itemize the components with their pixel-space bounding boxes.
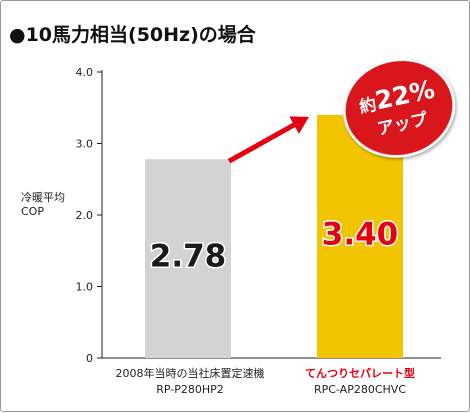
x-label-1-line-2: RP-P280HP2 [156,383,224,396]
arrow-head [289,116,309,134]
increase-arrow [227,116,309,164]
badge-circle [343,58,455,158]
bar-1 [145,159,231,358]
y-tick-label: 1.0 [76,281,94,294]
y-tick-label: 4.0 [76,66,94,79]
x-label-1-line-1: 2008年当時の当社床置定速機 [116,366,265,380]
arrow-shaft [227,117,305,164]
bar-value-label-2: 3.40 [322,216,399,252]
y-tick-label: 3.0 [76,138,94,151]
y-tick-label: 0 [86,352,93,365]
badge-prefix: 約 [357,94,378,118]
improvement-badge: 約22% アップ [343,58,455,158]
bars: 2.78 3.40 [145,114,403,359]
bar-value-label-1: 2.78 [150,239,227,275]
y-axis-label-line2: COP [21,205,44,218]
x-label-2-line-2: RPC-AP280CHVC [314,383,406,396]
y-tick-label: 2.0 [76,209,94,222]
x-label-2-line-1: てんつりセパレート型 [305,366,415,380]
y-axis-label-line1: 冷暖平均 [21,191,65,204]
x-axis-labels: 2008年当時の当社床置定速機 RP-P280HP2 てんつりセパレート型 RPC-A… [116,366,416,396]
chart-title: ●10馬力相当(50Hz)の場合 [9,23,257,46]
